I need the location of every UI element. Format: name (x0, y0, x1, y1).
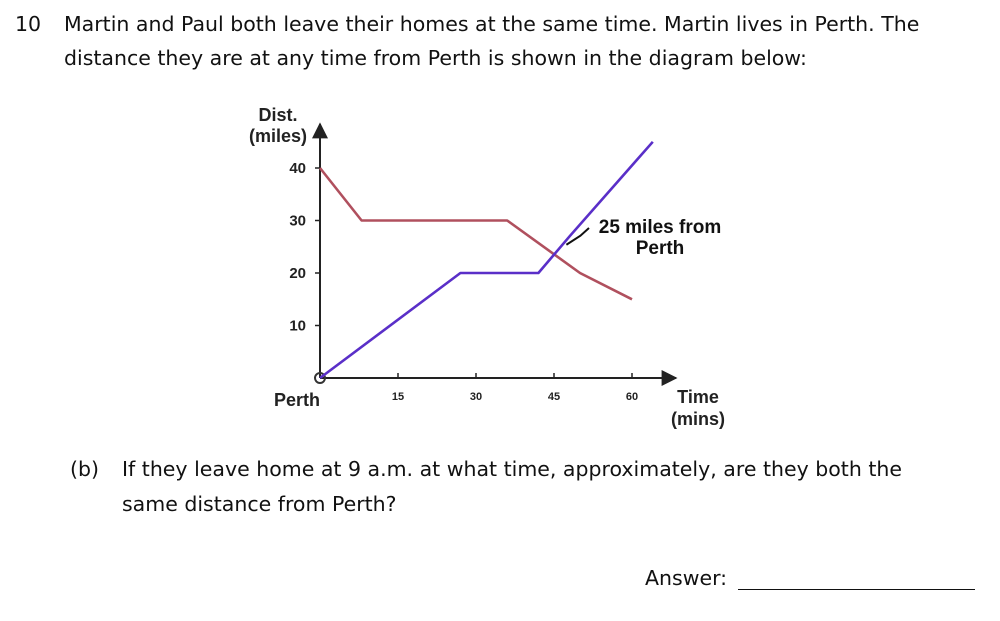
annotation-label-line2: Perth (636, 238, 685, 259)
series-line-1 (318, 167, 633, 301)
y-tick-label: 20 (289, 265, 306, 282)
part-b-text-line2: same distance from Perth? (122, 492, 397, 516)
y-tick-label: 10 (289, 318, 306, 335)
x-tick-label: 15 (392, 391, 404, 403)
y-tick-label: 40 (289, 160, 306, 177)
x-axis-title-line2: (mins) (671, 409, 725, 429)
y-axis-title-line2: (miles) (249, 126, 307, 146)
part-b-text-line1: If they leave home at 9 a.m. at what tim… (122, 457, 902, 481)
x-tick-label: 30 (470, 391, 482, 403)
origin-marker (314, 372, 326, 384)
part-b-label: (b) (70, 457, 100, 481)
x-axis-title-line1: Time (677, 387, 719, 407)
x-tick-label: 60 (626, 391, 638, 403)
question-text-line1: Martin and Paul both leave their homes a… (64, 12, 920, 36)
question-text-line2: distance they are at any time from Perth… (64, 46, 807, 70)
annotation-pointer (565, 227, 590, 246)
origin-label: Perth (274, 390, 320, 410)
answer-label: Answer: (645, 566, 728, 590)
question-number: 10 (15, 12, 42, 36)
y-axis-title-line1: Dist. (258, 105, 297, 125)
annotation-label-line1: 25 miles from (599, 217, 722, 238)
answer-input-line[interactable] (738, 589, 975, 590)
y-tick-label: 30 (289, 213, 306, 230)
x-tick-label: 45 (548, 391, 560, 403)
series-line-2 (319, 140, 654, 380)
